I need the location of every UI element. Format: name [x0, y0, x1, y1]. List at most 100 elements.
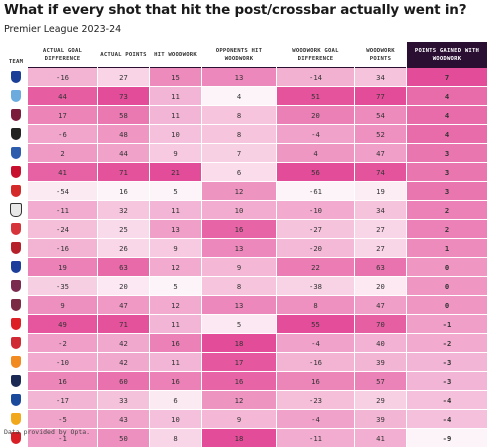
- value-cell: 13: [150, 220, 201, 239]
- points-gained-cell: -1: [407, 315, 487, 334]
- value-cell: 49: [28, 315, 97, 334]
- team-logo-cell: [5, 220, 27, 239]
- team-logo-cell: [5, 372, 27, 391]
- value-cell: 4: [277, 144, 354, 163]
- team-logo-cell: [5, 391, 27, 410]
- value-cell: -11: [277, 429, 354, 448]
- team-logo-cell: [5, 182, 27, 201]
- value-cell: -35: [28, 277, 97, 296]
- value-cell: 18: [202, 429, 276, 448]
- value-cell: 12: [150, 258, 201, 277]
- team-crest-icon: [11, 128, 21, 140]
- team-crest-icon: [11, 90, 21, 102]
- table-row: -35 20 5 8 -38 20 0: [5, 277, 487, 296]
- value-cell: 16: [98, 182, 149, 201]
- team-crest-icon: [11, 337, 21, 349]
- team-logo-cell: [5, 239, 27, 258]
- value-cell: 8: [202, 106, 276, 125]
- team-logo-cell: [5, 296, 27, 315]
- value-cell: 27: [355, 239, 406, 258]
- value-cell: 21: [150, 163, 201, 182]
- value-cell: 34: [355, 68, 406, 87]
- value-cell: 39: [355, 353, 406, 372]
- value-cell: 34: [355, 201, 406, 220]
- value-cell: 13: [202, 239, 276, 258]
- value-cell: -4: [277, 125, 354, 144]
- column-header: ACTUAL POINTS: [98, 42, 149, 68]
- value-cell: -24: [28, 220, 97, 239]
- column-header: WOODWORK POINTS: [355, 42, 406, 68]
- value-cell: -10: [277, 201, 354, 220]
- team-logo-cell: [5, 68, 27, 87]
- points-gained-cell: -4: [407, 410, 487, 429]
- table-row: -16 26 9 13 -20 27 1: [5, 239, 487, 258]
- value-cell: 9: [150, 144, 201, 163]
- value-cell: 9: [150, 239, 201, 258]
- points-gained-cell: -9: [407, 429, 487, 448]
- value-cell: 8: [277, 296, 354, 315]
- value-cell: -17: [28, 391, 97, 410]
- value-cell: -2: [28, 334, 97, 353]
- value-cell: 43: [98, 410, 149, 429]
- points-gained-cell: 4: [407, 125, 487, 144]
- value-cell: 33: [98, 391, 149, 410]
- value-cell: 19: [355, 182, 406, 201]
- value-cell: 63: [98, 258, 149, 277]
- team-logo-cell: [5, 163, 27, 182]
- value-cell: 42: [98, 353, 149, 372]
- value-cell: 32: [98, 201, 149, 220]
- points-gained-cell: -2: [407, 334, 487, 353]
- value-cell: -54: [28, 182, 97, 201]
- value-cell: 9: [202, 410, 276, 429]
- value-cell: 51: [277, 87, 354, 106]
- points-gained-cell: -3: [407, 353, 487, 372]
- team-logo-cell: [5, 410, 27, 429]
- value-cell: 25: [98, 220, 149, 239]
- value-cell: 16: [150, 334, 201, 353]
- points-gained-cell: -3: [407, 372, 487, 391]
- table-header-row: TEAM ACTUAL GOAL DIFFERENCE ACTUAL POINT…: [5, 42, 487, 68]
- value-cell: 17: [202, 353, 276, 372]
- value-cell: -27: [277, 220, 354, 239]
- value-cell: 8: [202, 277, 276, 296]
- value-cell: -16: [277, 353, 354, 372]
- value-cell: 71: [98, 163, 149, 182]
- team-logo-cell: [5, 258, 27, 277]
- value-cell: 26: [98, 239, 149, 258]
- team-logo-cell: [5, 315, 27, 334]
- column-header: ACTUAL GOAL DIFFERENCE: [28, 42, 97, 68]
- value-cell: 5: [202, 315, 276, 334]
- points-gained-cell: 7: [407, 68, 487, 87]
- team-logo-cell: [5, 201, 27, 220]
- team-crest-icon: [11, 356, 21, 368]
- team-crest-icon: [11, 318, 21, 330]
- value-cell: 16: [202, 372, 276, 391]
- value-cell: 71: [98, 315, 149, 334]
- team-crest-icon: [11, 71, 21, 83]
- points-gained-cell: 2: [407, 220, 487, 239]
- table-row: 16 60 16 16 16 57 -3: [5, 372, 487, 391]
- value-cell: -20: [277, 239, 354, 258]
- value-cell: 48: [98, 125, 149, 144]
- value-cell: -5: [28, 410, 97, 429]
- value-cell: 42: [98, 334, 149, 353]
- column-header: TEAM: [8, 59, 24, 65]
- value-cell: 74: [355, 163, 406, 182]
- points-gained-cell: 1: [407, 239, 487, 258]
- value-cell: 70: [355, 315, 406, 334]
- value-cell: 4: [202, 87, 276, 106]
- team-logo-cell: [5, 125, 27, 144]
- value-cell: 8: [202, 125, 276, 144]
- value-cell: 20: [355, 277, 406, 296]
- points-gained-cell: 0: [407, 258, 487, 277]
- table-row: -11 32 11 10 -10 34 2: [5, 201, 487, 220]
- value-cell: 58: [98, 106, 149, 125]
- value-cell: -38: [277, 277, 354, 296]
- team-crest-icon: [11, 109, 21, 121]
- value-cell: 5: [150, 182, 201, 201]
- table-row: -24 25 13 16 -27 27 2: [5, 220, 487, 239]
- team-crest-icon: [11, 185, 21, 197]
- team-crest-icon: [11, 147, 21, 159]
- value-cell: 44: [28, 87, 97, 106]
- value-cell: -14: [277, 68, 354, 87]
